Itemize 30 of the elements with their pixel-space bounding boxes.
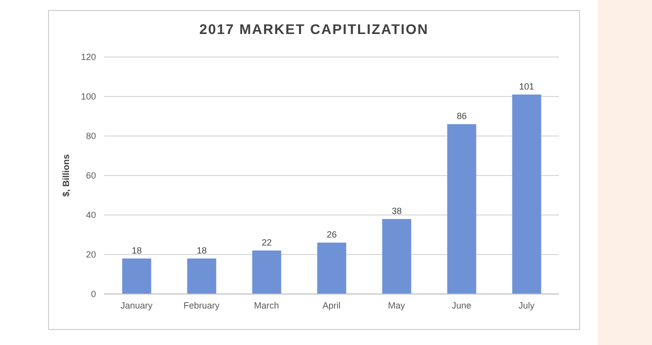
bar — [187, 258, 216, 294]
data-label: 26 — [326, 230, 337, 240]
data-label: 38 — [392, 206, 402, 216]
x-tick-label: July — [518, 300, 535, 310]
x-tick-label: April — [322, 300, 341, 310]
data-label: 18 — [196, 245, 207, 256]
bar — [252, 250, 282, 294]
chart-title: 2017 MARKET CAPITLIZATION — [198, 21, 430, 37]
data-label: 101 — [519, 82, 534, 92]
x-tick-label: February — [183, 300, 220, 310]
data-label: 18 — [132, 245, 142, 256]
y-tick-label: 80 — [86, 131, 96, 142]
y-tick-label: 120 — [80, 52, 96, 62]
y-tick-label: 0 — [90, 289, 96, 300]
bar — [447, 124, 476, 294]
y-tick-label: 40 — [86, 210, 96, 220]
y-tick-label: 60 — [86, 170, 96, 181]
bar — [512, 94, 542, 294]
data-label: 22 — [262, 238, 272, 248]
y-tick-label: 100 — [80, 92, 96, 102]
x-tick-label: June — [452, 300, 472, 310]
bar — [122, 258, 152, 294]
x-tick-label: March — [254, 300, 280, 310]
bar — [317, 242, 346, 294]
x-tick-label: January — [120, 300, 154, 310]
y-tick-label: 20 — [86, 250, 96, 260]
y-axis-title: $, Billions — [61, 154, 72, 197]
bar — [382, 218, 412, 294]
x-tick-label: May — [388, 300, 406, 310]
data-label: 86 — [456, 111, 467, 122]
